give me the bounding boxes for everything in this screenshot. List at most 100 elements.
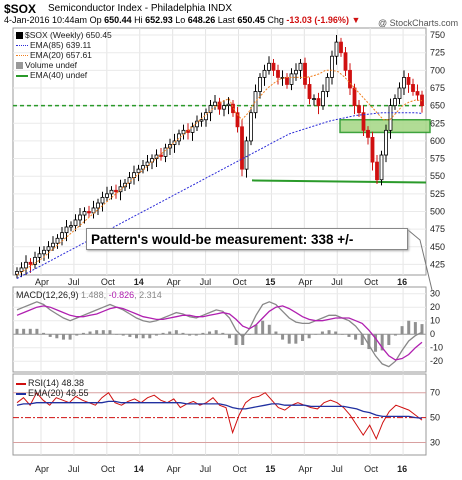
- x-tick-label: Apr: [167, 277, 181, 287]
- y-tick-label: 30: [430, 289, 440, 299]
- macd-hist-bar: [154, 334, 158, 336]
- macd-hist-bar: [22, 328, 26, 335]
- x-tick-label: Oct: [101, 277, 116, 287]
- macd-hist-bar: [380, 334, 384, 351]
- macd-hist-bar: [68, 334, 72, 340]
- high-label: Hi: [134, 15, 143, 25]
- candle-body: [393, 98, 397, 107]
- candle-body: [73, 219, 78, 226]
- candle-body: [145, 161, 150, 167]
- x-tick-label: 16: [397, 464, 407, 474]
- y-tick-label: 20: [430, 302, 440, 312]
- macd-hist-bar: [88, 331, 92, 335]
- macd-hist-bar: [254, 324, 258, 335]
- candle-body: [195, 120, 199, 128]
- x-tick-label: Apr: [167, 464, 181, 474]
- x-tick-label: Jul: [331, 464, 343, 474]
- x-tick-label: Jul: [68, 464, 80, 474]
- candle-body: [132, 172, 136, 179]
- quote-date: 4-Jan-2016 10:44am: [4, 15, 88, 25]
- y-tick-label: 675: [430, 83, 445, 93]
- y-tick-label: 625: [430, 118, 445, 128]
- candle-body: [222, 105, 226, 110]
- x-tick-label: Jul: [331, 277, 343, 287]
- macd-signal-line: [16, 305, 423, 361]
- pattern-callout: Pattern's would-be measurement: 338 +/-: [86, 228, 408, 250]
- macd-hist-bar: [42, 332, 46, 335]
- candle-body: [303, 62, 307, 85]
- macd-hist-bar: [128, 334, 132, 337]
- candle-body: [307, 84, 312, 99]
- legend-ema20: EMA(20) 657.61: [16, 50, 112, 60]
- candle-body: [357, 105, 361, 114]
- candle-body: [397, 87, 402, 99]
- candle-body: [15, 271, 19, 275]
- macd-hist-bar: [208, 331, 212, 335]
- macd-hist-bar: [307, 334, 311, 339]
- macd-hist-bar: [161, 332, 165, 335]
- high-value: 652.93: [145, 15, 173, 25]
- macd-hist-bar: [320, 331, 324, 335]
- x-tick-label: Apr: [35, 277, 49, 287]
- x-tick-label: Oct: [233, 464, 248, 474]
- y-tick-label: 50: [430, 413, 440, 423]
- legend-rsi: RSI(14) 48.38: [16, 378, 89, 388]
- candle-body: [226, 103, 231, 107]
- macd-hist-bar: [148, 334, 152, 339]
- macd-hist-bar: [347, 334, 351, 337]
- y-tick-label: 30: [430, 438, 440, 448]
- x-tick-label: Oct: [364, 277, 379, 287]
- candle-body: [96, 202, 100, 209]
- candle-body: [267, 62, 271, 71]
- x-tick-label: Oct: [233, 277, 248, 287]
- y-tick-label: 750: [430, 30, 445, 40]
- macd-hist-bar: [55, 334, 59, 339]
- index-name: Semiconductor Index - Philadelphia INDX: [48, 3, 232, 14]
- macd-hist-bar: [281, 334, 285, 340]
- candle-body: [244, 140, 249, 170]
- candle-body: [37, 253, 42, 258]
- candle-body: [42, 249, 46, 255]
- candle-body: [28, 261, 33, 265]
- macd-line: [16, 301, 423, 368]
- macd-hist-bar: [135, 334, 139, 339]
- candle-body: [78, 214, 82, 221]
- support-line: [251, 179, 427, 184]
- y-tick-label: 700: [430, 65, 445, 75]
- candle-body: [60, 232, 64, 239]
- candle-body: [69, 225, 73, 228]
- candle-body: [199, 119, 204, 122]
- candle-body: [64, 226, 69, 234]
- candle-body: [91, 207, 96, 214]
- candle-body: [190, 126, 195, 133]
- x-tick-label: Oct: [101, 464, 116, 474]
- macd-label: MACD(12,26,9): [16, 290, 79, 300]
- candle-body: [240, 126, 244, 170]
- macd-hist-bar: [101, 330, 105, 335]
- macd-hist-bar: [400, 326, 404, 335]
- candle-body: [154, 154, 159, 159]
- change-value: -13.03 (-1.96%): [286, 15, 349, 25]
- quote-line: 4-Jan-2016 10:44am Op 650.44 Hi 652.93 L…: [4, 15, 360, 25]
- candle-body: [361, 112, 366, 131]
- macd-legend: MACD(12,26,9) 1.488, -0.826, 2.314: [16, 290, 162, 300]
- y-tick-label: 575: [430, 154, 445, 164]
- symbol: $SOX: [4, 2, 37, 16]
- y-tick-label: 500: [430, 206, 445, 216]
- macd-hist-bar: [141, 334, 145, 339]
- candle-body: [82, 211, 87, 216]
- ema85-line: [16, 112, 423, 279]
- candle-body: [217, 101, 222, 110]
- macd-hist-bar: [227, 334, 231, 339]
- last-value: 650.45: [237, 15, 265, 25]
- legend-rsi-ema: EMA(20) 49.55: [16, 388, 89, 398]
- candle-body: [235, 112, 240, 128]
- rsi-line: [16, 391, 423, 441]
- y-tick-label: 10: [430, 316, 440, 326]
- candle-body: [213, 101, 217, 107]
- macd-hist-bar: [35, 328, 39, 335]
- x-tick-label: 16: [397, 277, 407, 287]
- macd-hist-bar: [393, 334, 397, 336]
- candle-body: [406, 77, 411, 85]
- candle-body: [294, 69, 298, 75]
